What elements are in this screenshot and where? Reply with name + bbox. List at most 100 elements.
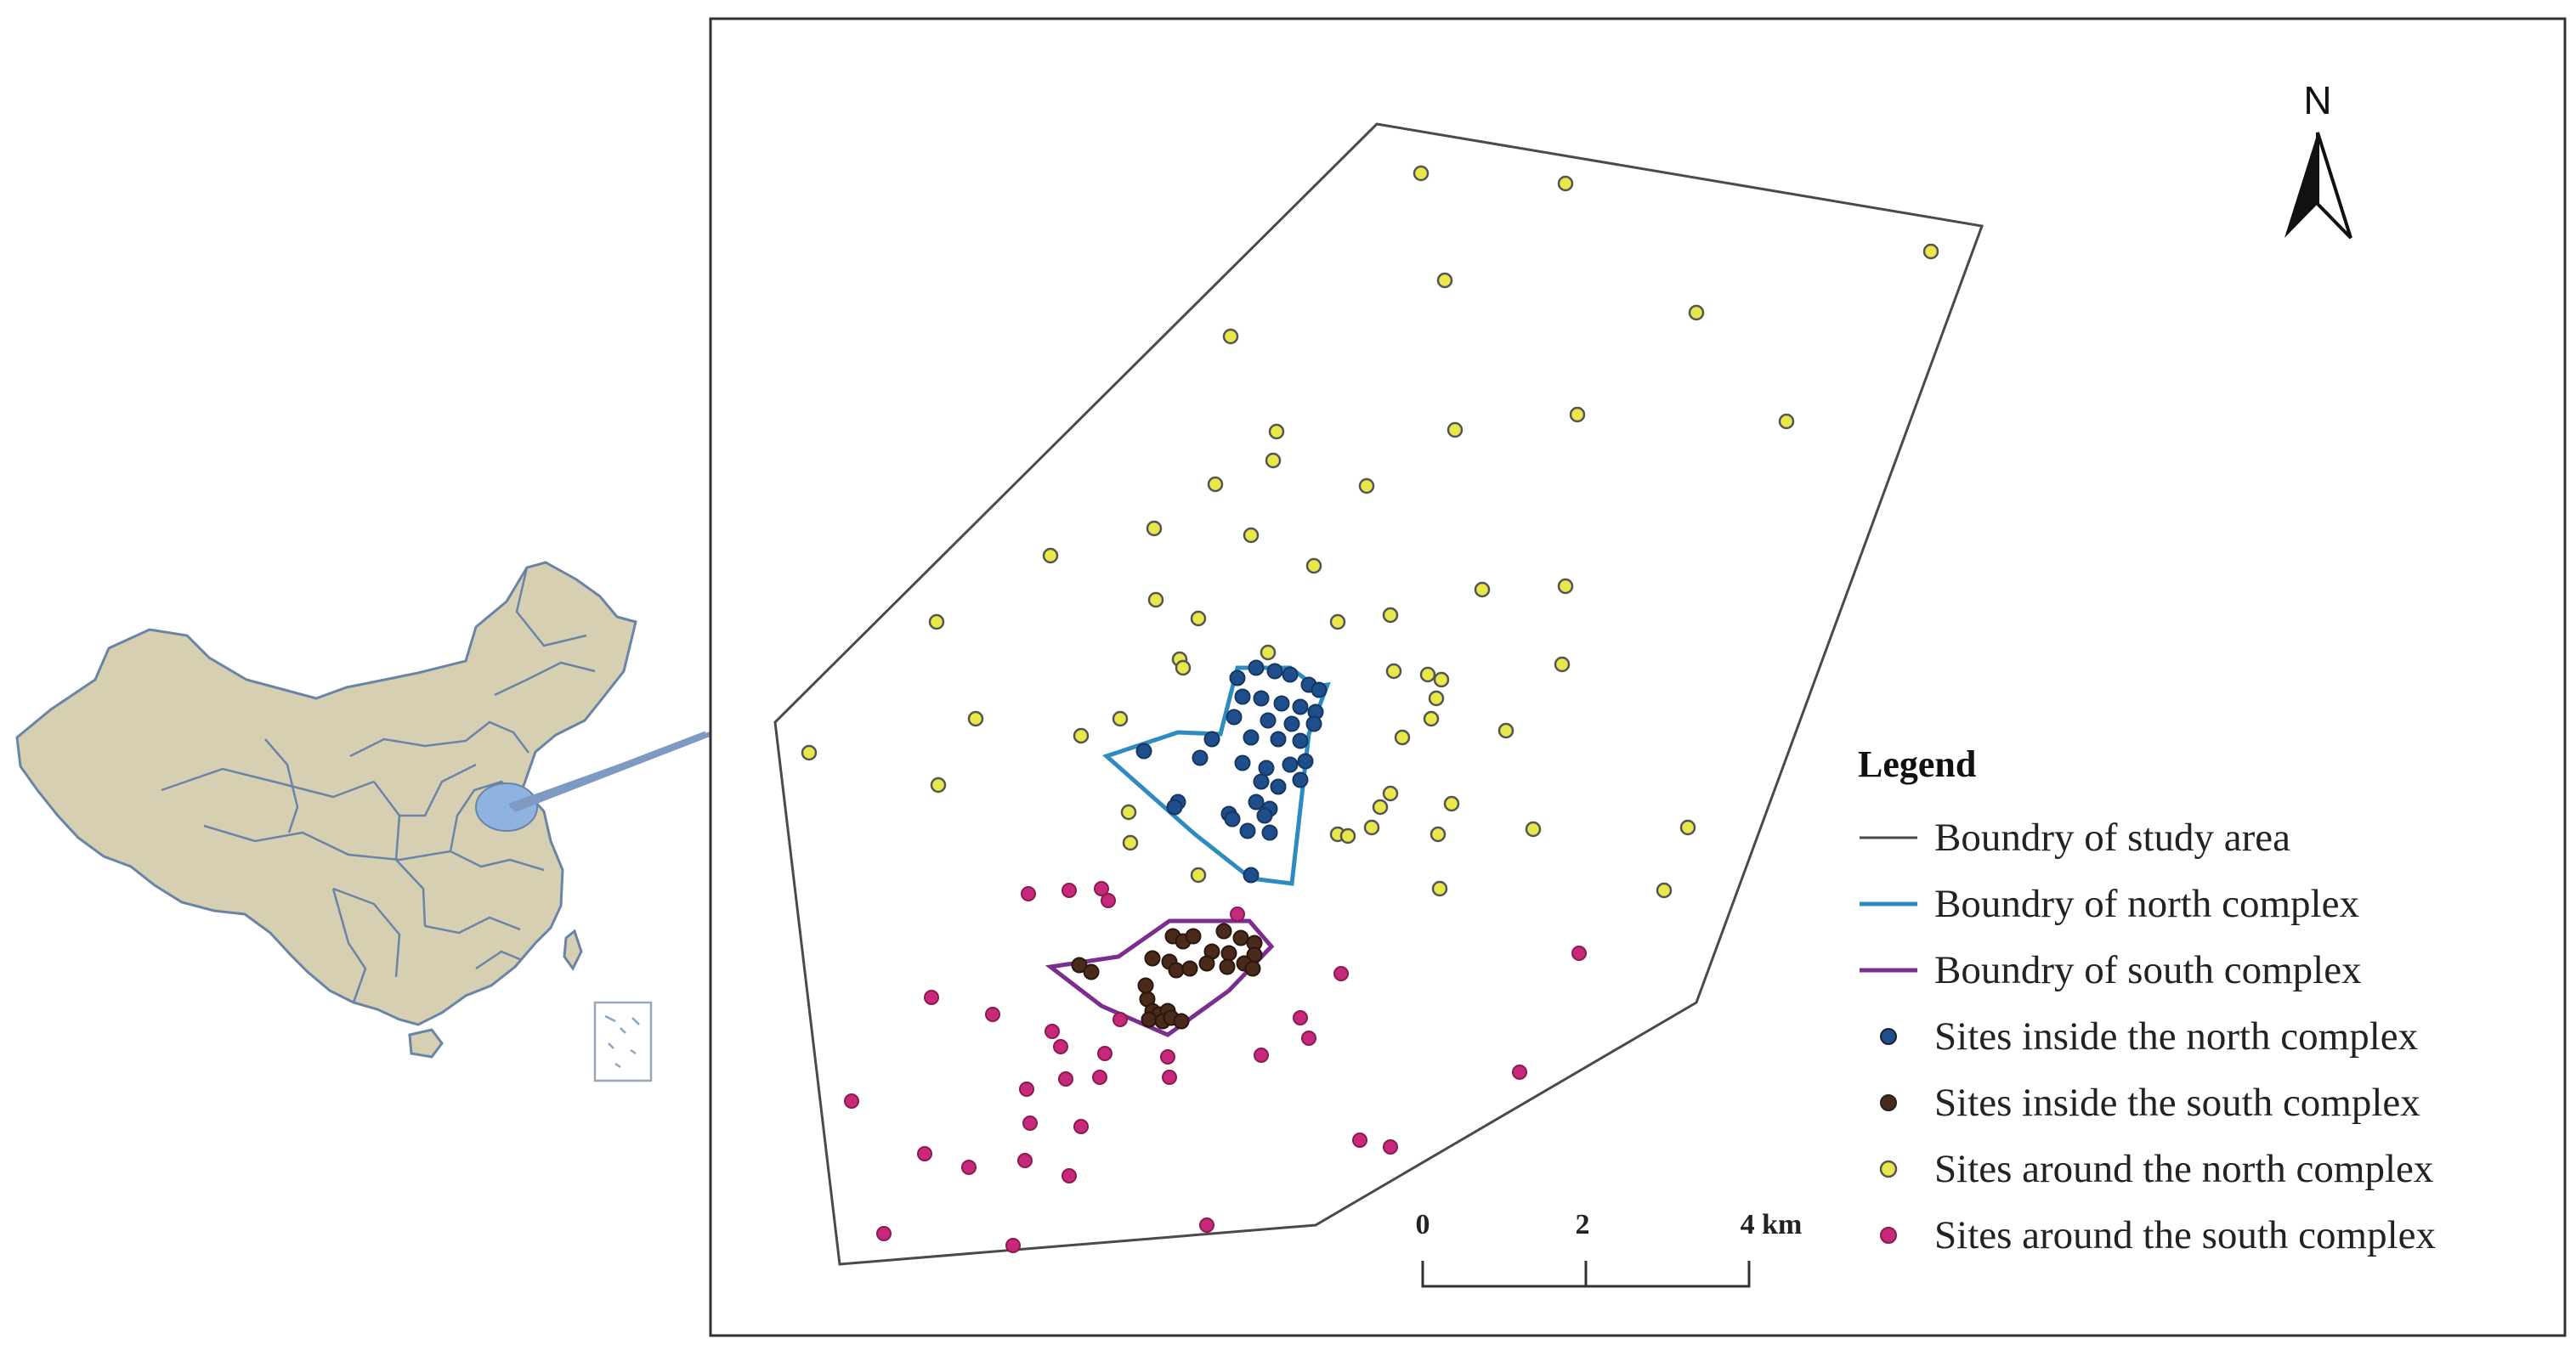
site-inside-north-14 [1283,715,1300,732]
site-around-south-13 [1301,1031,1316,1046]
site-around-south-10 [1112,1012,1128,1027]
legend-item-south-around: Sites around the south complex [1880,1213,2436,1257]
site-around-south-18 [1512,1065,1527,1080]
legend-item-north-boundary: Boundry of north complex [1860,882,2359,926]
legend-label-north-inside: Sites inside the north complex [1934,1014,2418,1059]
site-around-north-46 [1122,834,1139,851]
site-inside-north-23 [1258,760,1275,777]
site-around-north-26 [1260,644,1277,661]
site-around-north-32 [1428,690,1445,707]
site-around-north-10 [1447,421,1464,438]
site-around-south-3 [1094,881,1109,896]
south-china-sea-inset [593,1001,653,1082]
site-around-north-22 [1329,613,1346,630]
site-around-north-20 [1147,591,1164,608]
site-around-north-5 [1688,304,1705,321]
site-around-north-45 [1363,819,1380,836]
site-around-north-1 [1413,165,1430,182]
site-inside-south-8 [1220,945,1237,962]
site-inside-north-22 [1234,754,1251,771]
site-inside-north-37 [1261,824,1278,841]
north-arrow: N [2284,78,2352,240]
site-inside-north-25 [1297,753,1314,770]
site-inside-south-3 [1185,928,1202,945]
legend-label-study-boundary: Boundry of study area [1934,816,2290,860]
site-around-north-4 [1436,272,1453,289]
site-around-north-34 [1073,727,1090,744]
legend: Legend Boundry of study area Boundry of … [1858,743,2436,1257]
site-around-north-49 [1430,826,1447,843]
site-around-south-22 [1019,1082,1034,1097]
site-around-south-11 [1293,1010,1308,1025]
inset-connector-line [509,731,706,809]
site-around-north-16 [1042,547,1059,564]
legend-label-north-boundary: Boundry of north complex [1934,882,2359,926]
site-inside-north-8 [1253,690,1270,707]
north-arrow-label: N [2303,78,2331,122]
site-around-south-2 [1062,883,1077,898]
site-around-south-26 [917,1146,932,1161]
site-inside-north-13 [1260,712,1277,729]
legend-title: Legend [1858,743,1976,785]
site-inside-north-36 [1224,811,1241,828]
site-around-north-41 [1382,785,1399,802]
site-around-south-29 [1062,1168,1077,1183]
site-inside-north-6 [1311,681,1328,698]
site-inside-north-20 [1135,743,1152,760]
site-around-north-43 [1372,799,1389,816]
site-inside-south-10 [1144,950,1161,967]
site-around-north-11 [1265,452,1282,469]
site-inside-north-34 [1256,807,1273,824]
site-around-north-17 [1305,557,1322,574]
site-around-north-3 [1922,243,1939,260]
site-around-south-12 [1045,1024,1060,1039]
site-around-north-7 [1569,406,1586,423]
taiwan-island [563,929,583,971]
site-inside-north-9 [1273,695,1290,712]
sites-inside-south-complex [1071,923,1263,1030]
site-inside-north-7 [1234,688,1251,705]
site-around-south-27 [961,1160,977,1175]
site-around-north-54 [1656,882,1673,899]
site-inside-north-38 [1243,867,1260,884]
site-around-north-40 [801,744,818,761]
legend-swatch-north-inside [1880,1028,1897,1045]
china-overview-map [15,561,653,1082]
site-around-north-29 [1419,666,1436,683]
site-around-south-8 [924,990,939,1005]
site-inside-north-27 [1270,778,1287,795]
legend-label-south-around: Sites around the south complex [1934,1213,2436,1257]
site-around-north-24 [928,613,945,630]
site-around-south-30 [1352,1133,1367,1148]
site-inside-north-19 [1292,732,1309,749]
site-around-south-25 [844,1093,859,1109]
site-inside-south-15 [1219,958,1236,975]
north-arrow-right-half [2316,132,2352,240]
site-around-south-19 [1162,1070,1177,1085]
site-around-north-42 [1443,795,1460,812]
site-around-north-53 [1431,880,1448,897]
legend-swatch-south-inside [1880,1094,1897,1111]
site-around-north-23 [1382,607,1399,624]
site-inside-south-24 [1141,1011,1158,1028]
north-arrow-left-half [2284,133,2318,238]
site-inside-south-28 [1137,977,1154,994]
site-around-south-17 [1160,1049,1175,1065]
site-around-north-33 [967,710,984,727]
site-inside-north-2 [1248,659,1265,676]
site-around-north-6 [1222,328,1239,345]
site-inside-north-12 [1226,709,1243,726]
legend-item-south-boundary: Boundry of south complex [1860,948,2362,992]
site-inside-north-18 [1270,731,1287,748]
site-around-north-44 [1120,804,1137,821]
site-inside-south-4 [1215,923,1232,940]
legend-item-north-around: Sites around the north complex [1879,1147,2433,1191]
site-inside-north-35 [1239,822,1256,839]
site-around-south-1 [1021,886,1036,901]
site-around-south-20 [1058,1071,1073,1087]
sites-around-south-complex [844,881,1587,1253]
scale-label-0: 0 [1416,1209,1430,1240]
legend-label-south-inside: Sites inside the south complex [1934,1081,2420,1125]
site-around-south-9 [985,1007,1000,1022]
